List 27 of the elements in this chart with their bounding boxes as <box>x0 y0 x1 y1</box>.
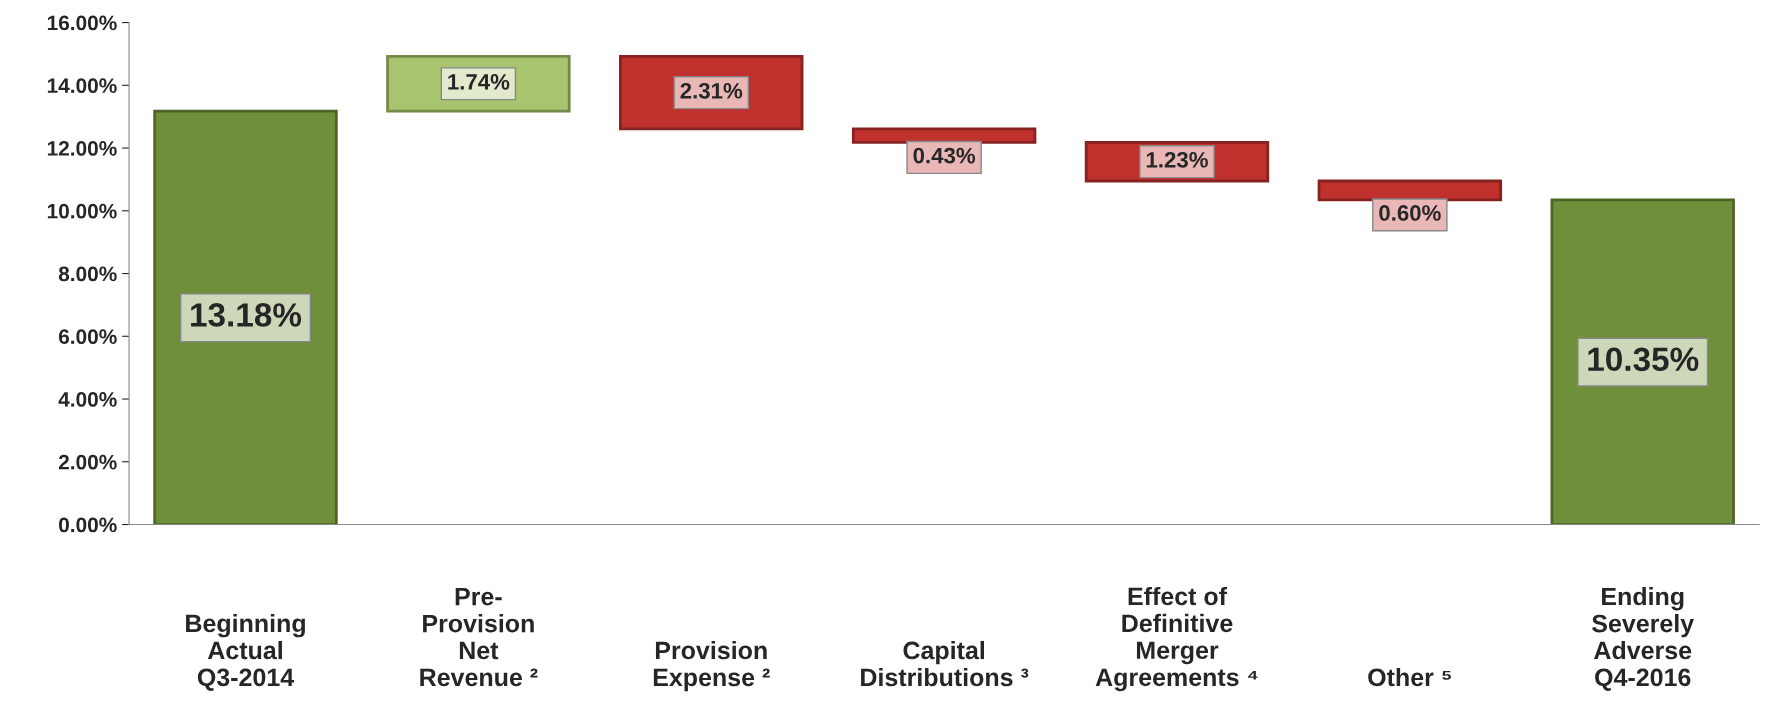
data-label: 1.23% <box>1146 151 1208 168</box>
y-tick-label: 12.00% <box>47 141 117 156</box>
bar <box>851 127 1037 144</box>
y-tick-label: 2.00% <box>58 454 117 470</box>
data-label: 13.18% <box>191 303 302 327</box>
bar <box>1550 198 1735 525</box>
y-tick-label: 14.00% <box>47 78 117 94</box>
y-tick-label: 10.00% <box>47 203 117 219</box>
x-tick-label: Capital Distributions ³ <box>861 640 1029 687</box>
y-tick-label: 6.00% <box>58 329 117 345</box>
y-tick-label: 8.00% <box>58 266 117 282</box>
y-tick-label: 4.00% <box>58 392 117 407</box>
x-tick-label: Provision Expense ² <box>653 640 770 692</box>
data-label: 0.43% <box>913 147 976 164</box>
x-tick-label: Other ⁵ <box>1368 667 1451 687</box>
y-tick-label: 16.00% <box>47 15 117 31</box>
data-label: 10.35% <box>1588 347 1699 372</box>
data-label: 2.31% <box>680 82 743 99</box>
data-label: 0.60% <box>1379 205 1441 221</box>
data-label: 1.74% <box>448 74 510 90</box>
x-tick-label: Ending Severely Adverse Q4-2016 <box>1592 586 1695 691</box>
y-tick-label: 0.00% <box>59 517 117 533</box>
bar <box>153 109 338 525</box>
x-tick-label: Pre- Provision Net Revenue ² <box>420 588 538 687</box>
x-tick-label: Effect of Definitive Merger Agreements ⁴ <box>1095 586 1258 692</box>
x-tick-label: Beginning Actual Q3-2014 <box>186 613 305 691</box>
bar <box>1317 179 1503 202</box>
